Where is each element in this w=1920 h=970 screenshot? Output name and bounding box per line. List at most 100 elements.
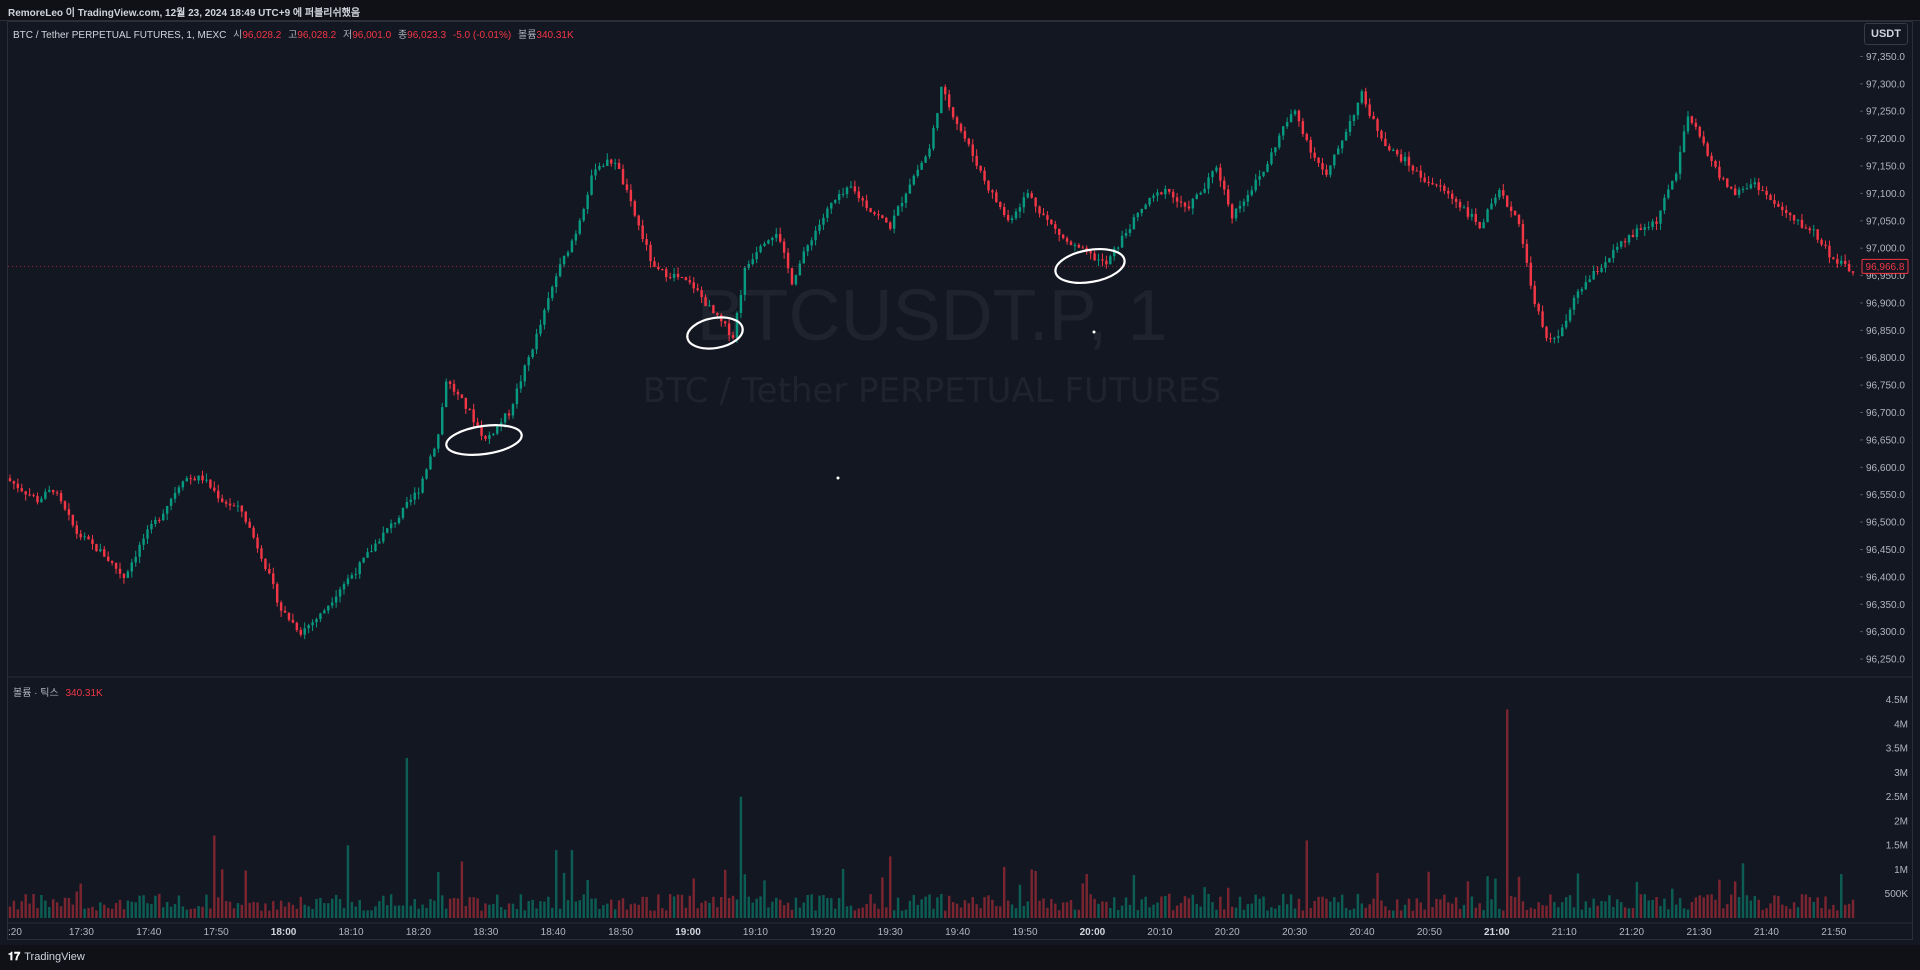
- candle-body: [1781, 206, 1784, 210]
- candle-body: [189, 478, 192, 480]
- volume-bar: [1635, 881, 1639, 918]
- candle-body: [1289, 114, 1293, 123]
- candle-body: [303, 628, 306, 635]
- volume-bar: [1120, 905, 1124, 918]
- volume-bar: [1435, 898, 1438, 918]
- candle-body: [1737, 189, 1741, 195]
- candle-body: [1187, 206, 1191, 209]
- volume-bar: [1301, 910, 1305, 918]
- volume-bar: [1627, 908, 1631, 918]
- candle-body: [154, 519, 157, 524]
- candle-body: [523, 365, 526, 382]
- volume-bar: [283, 906, 287, 918]
- candle-body: [676, 273, 680, 278]
- candle-body: [1164, 188, 1167, 195]
- candle-body: [1191, 198, 1195, 209]
- volume-bar: [103, 904, 106, 918]
- candle-body: [1773, 200, 1776, 204]
- volume-bar: [987, 895, 990, 918]
- candle-body: [1816, 229, 1819, 240]
- candle-body: [755, 252, 758, 260]
- price-tick-label: 97,250.0: [1866, 107, 1905, 118]
- candle-body: [991, 190, 994, 193]
- time-tick-label: 19:40: [945, 927, 970, 938]
- volume-bar: [429, 899, 432, 918]
- candle-body: [798, 263, 802, 276]
- volume-bar: [244, 870, 247, 918]
- candle-body: [291, 619, 295, 623]
- candle-body: [971, 144, 974, 156]
- volume-bar: [162, 907, 165, 918]
- volume-bar: [1057, 910, 1061, 918]
- volume-bar: [1537, 902, 1540, 918]
- price-tick-label: 96,500.0: [1866, 518, 1905, 529]
- candle-body: [1427, 181, 1430, 184]
- volume-bar: [130, 901, 134, 918]
- symbol-legend[interactable]: BTC / Tether PERPETUAL FUTURES, 1, MEXC …: [13, 26, 574, 41]
- candle-body: [1792, 215, 1796, 221]
- candle-body: [507, 413, 511, 416]
- candle-body: [1828, 245, 1831, 258]
- symbol-name[interactable]: BTC / Tether PERPETUAL FUTURES, 1, MEXC: [13, 30, 227, 41]
- volume-bar: [63, 897, 67, 918]
- candle-body: [118, 568, 122, 574]
- volume-bar: [87, 908, 90, 918]
- volume-bar: [36, 908, 39, 918]
- candle-body: [661, 269, 664, 271]
- volume-bar: [1069, 899, 1073, 918]
- candle-body: [1113, 248, 1116, 257]
- candle-body: [1219, 167, 1222, 181]
- candle-body: [551, 286, 554, 299]
- candle-body: [586, 194, 589, 210]
- candle-body: [1368, 104, 1371, 116]
- candle-body: [1305, 133, 1309, 140]
- candle-body: [429, 456, 432, 470]
- volume-bar: [165, 901, 169, 918]
- volume-bar: [1608, 895, 1611, 918]
- volume-bar: [885, 907, 888, 918]
- price-tick-label: 97,200.0: [1866, 134, 1905, 145]
- candle-body: [1710, 155, 1713, 161]
- candle-body: [354, 574, 358, 576]
- candle-body: [778, 234, 782, 242]
- volume-bar: [1470, 896, 1474, 918]
- candle-body: [425, 469, 428, 479]
- candle-body: [362, 557, 365, 563]
- volume-bar: [362, 910, 365, 918]
- candle-body: [193, 478, 196, 481]
- volume-bar: [158, 893, 161, 918]
- volume-bar: [79, 883, 82, 918]
- tradingview-brand[interactable]: 𝟏𝟕 TradingView: [8, 950, 85, 964]
- candle-body: [1372, 115, 1375, 120]
- candle-body: [256, 537, 259, 549]
- candle-body: [1478, 221, 1481, 229]
- volume-tick-label: 3.5M: [1886, 744, 1908, 755]
- chart-frame[interactable]: [7, 21, 1913, 940]
- candle-body: [716, 313, 719, 315]
- volume-bar: [606, 903, 609, 918]
- candle-body: [1109, 256, 1112, 265]
- candle-body: [625, 184, 629, 190]
- currency-button[interactable]: USDT: [1864, 23, 1908, 45]
- volume-bar: [920, 899, 923, 918]
- volume-legend[interactable]: 볼륨 · 틱스 340.31K: [13, 684, 103, 699]
- candle-body: [36, 496, 39, 503]
- candle-body: [405, 501, 409, 508]
- candle-body: [735, 312, 739, 338]
- volume-bar: [1026, 901, 1029, 918]
- open-label: 시: [233, 30, 243, 41]
- candle-body: [1152, 195, 1155, 198]
- candle-body: [837, 194, 841, 200]
- candle-body: [1301, 121, 1305, 134]
- volume-pane-value: 340.31K: [65, 688, 103, 699]
- volume-bar: [951, 902, 955, 918]
- volume-bar: [59, 906, 63, 918]
- time-tick-label: 21:40: [1754, 927, 1779, 938]
- volume-bar: [1667, 909, 1670, 918]
- volume-bar: [633, 903, 637, 918]
- volume-bar: [382, 895, 385, 918]
- time-tick-label: 21:30: [1686, 927, 1711, 938]
- volume-bar: [1671, 888, 1674, 918]
- candle-body: [1702, 136, 1705, 144]
